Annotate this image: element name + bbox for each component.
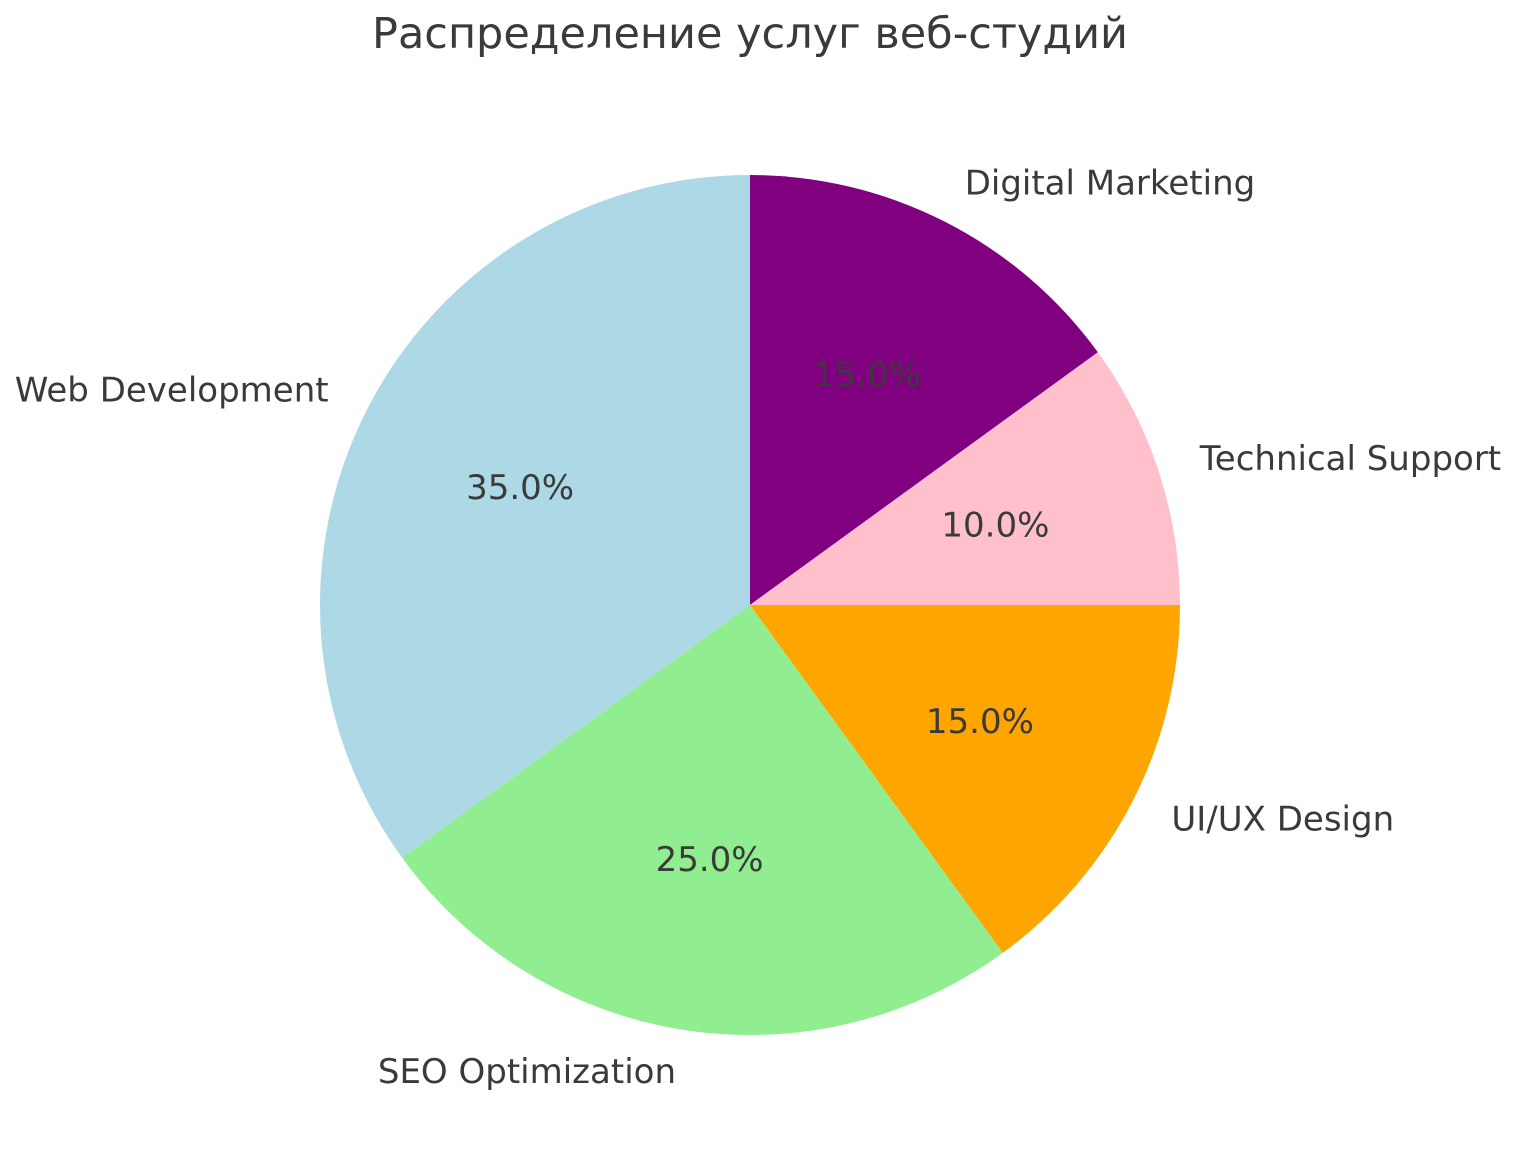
pie-slice-ui-ux-design — [750, 605, 1180, 953]
slice-label-digital-marketing: Digital Marketing — [965, 164, 1256, 204]
slice-pct-ui-ux-design: 15.0% — [926, 702, 1034, 742]
slice-label-seo-optimization: SEO Optimization — [378, 1052, 676, 1092]
pie-slice-technical-support — [750, 352, 1180, 605]
slice-label-web-development: Web Development — [15, 370, 329, 410]
pie-slice-web-development — [319, 174, 750, 858]
slice-pct-seo-optimization: 25.0% — [656, 840, 764, 880]
slice-label-technical-support: Technical Support — [1199, 439, 1501, 479]
pie-slice-digital-marketing — [750, 175, 1098, 605]
slice-pct-web-development: 35.0% — [466, 468, 574, 508]
slice-pct-technical-support: 10.0% — [941, 505, 1049, 545]
chart-title: Распределение услуг веб-студий — [372, 9, 1128, 59]
pie-slice-seo-optimization — [402, 605, 1003, 1036]
slice-pct-digital-marketing: 15.0% — [813, 355, 921, 395]
slice-label-ui-ux-design: UI/UX Design — [1171, 800, 1394, 840]
